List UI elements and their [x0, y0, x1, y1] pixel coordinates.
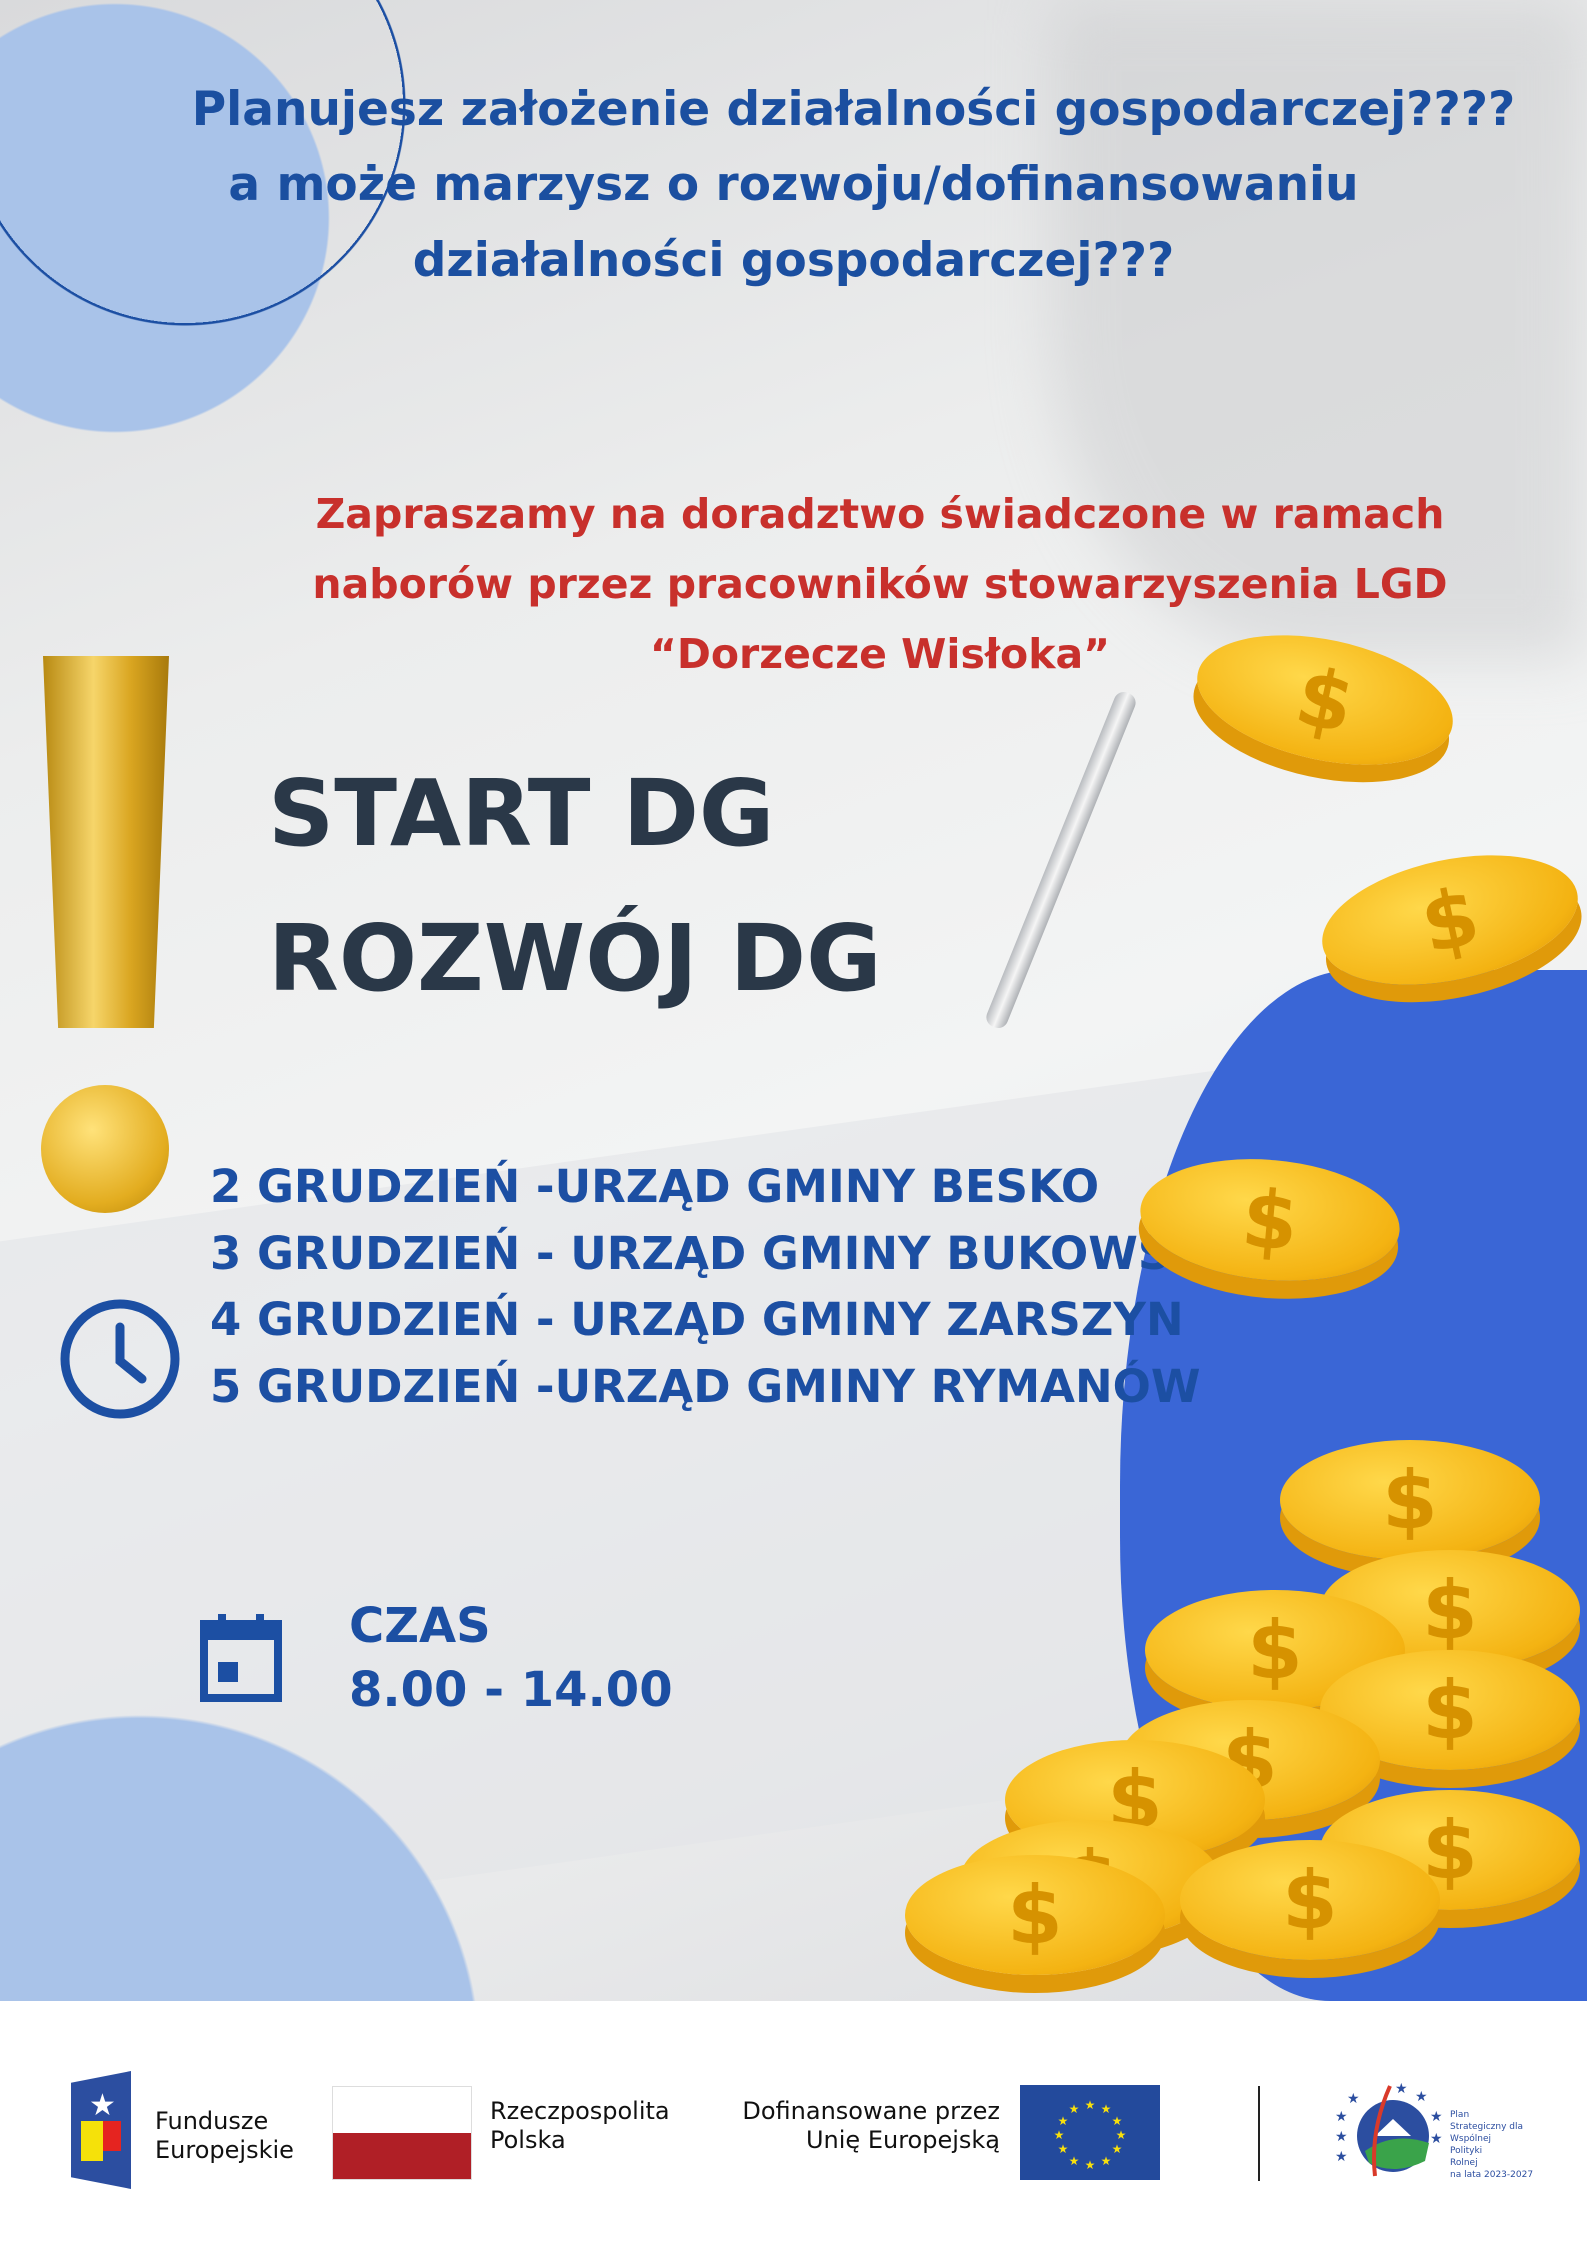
svg-text:★: ★: [1101, 2102, 1112, 2116]
plan-strategiczny-logo-icon: ★★★★★★★ ★: [1335, 2081, 1443, 2177]
invitation-line-1: Zapraszamy na doradztwo świadczone w ram…: [315, 490, 1445, 538]
hand-shadow: [1050, 0, 1587, 660]
program-start-dg: START DG: [268, 760, 775, 867]
ps-line: na lata 2023-2027: [1450, 2170, 1534, 2180]
svg-text:★: ★: [1112, 2142, 1123, 2156]
svg-text:★: ★: [1069, 2102, 1080, 2116]
ps-line: Polityki: [1450, 2146, 1483, 2156]
svg-text:★: ★: [1335, 2129, 1348, 2145]
clock-icon: [60, 1299, 180, 1419]
coin-icon: $: [905, 1855, 1165, 1975]
decor-ring-top: [0, 0, 410, 330]
fe-text-2: Europejskie: [155, 2136, 294, 2164]
pen: [983, 688, 1139, 1032]
svg-text:★: ★: [1069, 2154, 1080, 2168]
svg-text:★: ★: [1058, 2114, 1069, 2128]
rp-text-2: Polska: [490, 2126, 566, 2154]
eu-text-1: Dofinansowane przez: [742, 2097, 1000, 2125]
coin-icon: $: [1180, 1840, 1440, 1960]
schedule-item: 2 GRUDZIEŃ -URZĄD GMINY BESKO: [210, 1160, 1100, 1213]
svg-text:★: ★: [1347, 2091, 1360, 2107]
time-value: 8.00 - 14.00: [349, 1662, 673, 1718]
program-rozwoj-dg: ROZWÓJ DG: [268, 905, 882, 1012]
divider: [1258, 2086, 1260, 2181]
fe-logo-icon: ★: [71, 2071, 131, 2189]
svg-text:★: ★: [1054, 2128, 1065, 2142]
fe-text-1: Fundusze: [155, 2107, 269, 2135]
svg-text:★: ★: [1335, 2149, 1348, 2165]
ps-line: Rolnej: [1450, 2158, 1478, 2168]
headline-line-3: działalności gospodarczej???: [412, 233, 1175, 288]
coin-icon: $: [1145, 1590, 1405, 1710]
svg-text:★: ★: [1430, 2109, 1443, 2125]
rp-text-1: Rzeczpospolita: [490, 2097, 670, 2125]
svg-text:★: ★: [1335, 2109, 1348, 2125]
svg-text:★: ★: [1116, 2128, 1127, 2142]
invitation-line-2: naborów przez pracowników stowarzyszenia…: [312, 560, 1448, 608]
decor-circle-bottom: [0, 1715, 480, 2001]
ps-line: Plan: [1450, 2110, 1470, 2120]
calendar-icon: [200, 1614, 282, 1702]
footer-logos: ★ Fundusze Europejskie Rzeczpospolita Po…: [0, 2001, 1587, 2245]
invitation-line-3: “Dorzecze Wisłoka”: [649, 630, 1111, 678]
svg-text:★: ★: [1430, 2131, 1443, 2147]
svg-text:★: ★: [1101, 2154, 1112, 2168]
svg-text:★: ★: [1415, 2089, 1428, 2105]
svg-text:★: ★: [1395, 2081, 1408, 2097]
svg-text:★: ★: [1085, 2098, 1096, 2112]
ps-line: Wspólnej: [1450, 2134, 1492, 2144]
svg-text:★: ★: [1058, 2142, 1069, 2156]
schedule-item: 4 GRUDZIEŃ - URZĄD GMINY ZARSZYN: [210, 1293, 1184, 1346]
coin-icon: $: [1280, 1440, 1540, 1560]
polish-flag-icon: [332, 2086, 472, 2180]
eu-flag-icon: ★ ★★★★★ ★★★★★★: [1020, 2085, 1160, 2180]
headline-line-2: a może marzysz o rozwoju/dofinansowaniu: [228, 157, 1359, 212]
plan-strategiczny-text: Plan Strategiczny dla Wspólnej Polityki …: [1450, 2109, 1533, 2181]
svg-text:★: ★: [1085, 2158, 1096, 2172]
time-label: CZAS: [349, 1598, 491, 1654]
headline-line-1: Planujesz założenie działalności gospoda…: [191, 82, 1516, 137]
eu-text-2: Unię Europejską: [805, 2126, 1000, 2154]
ps-line: Strategiczny dla: [1450, 2122, 1524, 2132]
svg-text:★: ★: [1112, 2114, 1123, 2128]
schedule-item: 5 GRUDZIEŃ -URZĄD GMINY RYMANÓW: [210, 1360, 1201, 1413]
schedule-item: 3 GRUDZIEŃ - URZĄD GMINY BUKOWSKO: [210, 1227, 1242, 1280]
